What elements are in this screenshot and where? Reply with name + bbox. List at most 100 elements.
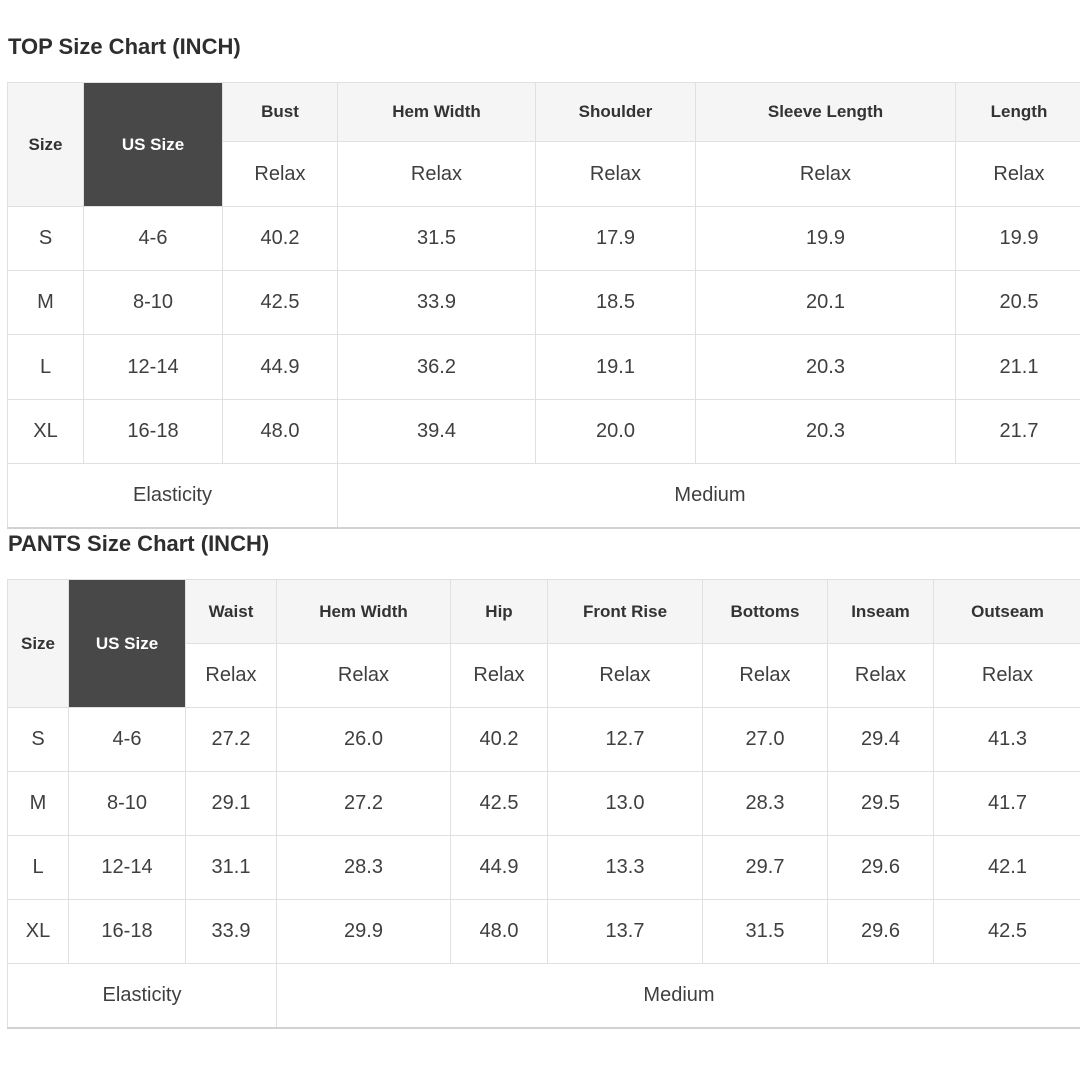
data-cell: 42.5 bbox=[933, 899, 1080, 964]
fit-cell: Relax bbox=[222, 141, 338, 207]
data-cell: 29.4 bbox=[827, 707, 934, 772]
size-cell: S bbox=[7, 707, 69, 772]
us-size-header-cell: US Size bbox=[83, 82, 223, 207]
data-cell: 31.5 bbox=[337, 206, 536, 271]
top-header-row: Size US Size Bust Hem Width Shoulder Sle… bbox=[7, 82, 1080, 207]
pants-header-row: Size US Size Waist Hem Width Hip Front R… bbox=[7, 579, 1080, 708]
us-size-cell: 12-14 bbox=[83, 334, 223, 400]
data-cell: 29.6 bbox=[827, 899, 934, 964]
size-header-cell: Size bbox=[7, 82, 84, 207]
data-cell: 12.7 bbox=[547, 707, 703, 772]
data-cell: 17.9 bbox=[535, 206, 696, 271]
table-row-s: S 4-6 27.2 26.0 40.2 12.7 27.0 29.4 41.3 bbox=[7, 707, 1080, 772]
pants-fit-row: Relax Relax Relax Relax Relax Relax Rela… bbox=[8, 643, 1080, 708]
data-cell: 20.5 bbox=[955, 270, 1080, 335]
column-header-hem-width: Hem Width bbox=[276, 579, 451, 644]
elasticity-label-cell: Elasticity bbox=[7, 963, 277, 1028]
data-cell: 33.9 bbox=[185, 899, 277, 964]
size-cell: M bbox=[7, 270, 84, 335]
data-cell: 39.4 bbox=[337, 399, 536, 464]
elasticity-label-cell: Elasticity bbox=[7, 463, 338, 528]
top-fit-row: Relax Relax Relax Relax Relax bbox=[8, 141, 1080, 207]
elasticity-value-cell: Medium bbox=[276, 963, 1080, 1028]
data-cell: 40.2 bbox=[222, 206, 338, 271]
pants-chart-title: PANTS Size Chart (INCH) bbox=[8, 531, 270, 556]
fit-cell: Relax bbox=[955, 141, 1080, 207]
data-cell: 31.5 bbox=[702, 899, 828, 964]
data-cell: 21.1 bbox=[955, 334, 1080, 400]
data-cell: 29.6 bbox=[827, 835, 934, 900]
data-cell: 29.1 bbox=[185, 771, 277, 836]
data-cell: 13.3 bbox=[547, 835, 703, 900]
table-row-m: M 8-10 42.5 33.9 18.5 20.1 20.5 bbox=[7, 270, 1080, 335]
data-cell: 33.9 bbox=[337, 270, 536, 335]
data-cell: 20.1 bbox=[695, 270, 956, 335]
column-header-bust: Bust bbox=[222, 82, 338, 142]
data-cell: 20.3 bbox=[695, 334, 956, 400]
data-cell: 19.1 bbox=[535, 334, 696, 400]
data-cell: 19.9 bbox=[695, 206, 956, 271]
column-header-inseam: Inseam bbox=[827, 579, 934, 644]
data-cell: 27.2 bbox=[276, 771, 451, 836]
data-cell: 26.0 bbox=[276, 707, 451, 772]
column-header-shoulder: Shoulder bbox=[535, 82, 696, 142]
us-size-header-cell: US Size bbox=[68, 579, 186, 708]
size-cell: S bbox=[7, 206, 84, 271]
size-cell: XL bbox=[7, 899, 69, 964]
data-cell: 20.0 bbox=[535, 399, 696, 464]
data-cell: 41.3 bbox=[933, 707, 1080, 772]
fit-cell: Relax bbox=[827, 643, 934, 708]
fit-cell: Relax bbox=[933, 643, 1080, 708]
size-cell: XL bbox=[7, 399, 84, 464]
data-cell: 13.0 bbox=[547, 771, 703, 836]
column-header-sleeve-length: Sleeve Length bbox=[695, 82, 956, 142]
table-row-l: L 12-14 31.1 28.3 44.9 13.3 29.7 29.6 42… bbox=[7, 835, 1080, 900]
elasticity-value-cell: Medium bbox=[337, 463, 1080, 528]
top-chart-title: TOP Size Chart (INCH) bbox=[8, 34, 241, 59]
data-cell: 21.7 bbox=[955, 399, 1080, 464]
top-size-chart-table: Size US Size Bust Hem Width Shoulder Sle… bbox=[7, 82, 1080, 529]
fit-cell: Relax bbox=[535, 141, 696, 207]
data-cell: 13.7 bbox=[547, 899, 703, 964]
data-cell: 31.1 bbox=[185, 835, 277, 900]
table-row-xl: XL 16-18 48.0 39.4 20.0 20.3 21.7 bbox=[7, 399, 1080, 464]
us-size-cell: 16-18 bbox=[68, 899, 186, 964]
data-cell: 36.2 bbox=[337, 334, 536, 400]
data-cell: 27.0 bbox=[702, 707, 828, 772]
fit-cell: Relax bbox=[702, 643, 828, 708]
data-cell: 19.9 bbox=[955, 206, 1080, 271]
data-cell: 40.2 bbox=[450, 707, 548, 772]
fit-cell: Relax bbox=[547, 643, 703, 708]
table-row-s: S 4-6 40.2 31.5 17.9 19.9 19.9 bbox=[7, 206, 1080, 271]
elasticity-row: Elasticity Medium bbox=[7, 463, 1080, 528]
column-header-length: Length bbox=[955, 82, 1080, 142]
data-cell: 42.5 bbox=[450, 771, 548, 836]
column-header-outseam: Outseam bbox=[933, 579, 1080, 644]
us-size-cell: 12-14 bbox=[68, 835, 186, 900]
data-cell: 48.0 bbox=[222, 399, 338, 464]
size-header-cell: Size bbox=[7, 579, 69, 708]
column-header-front-rise: Front Rise bbox=[547, 579, 703, 644]
fit-cell: Relax bbox=[185, 643, 277, 708]
us-size-cell: 8-10 bbox=[83, 270, 223, 335]
data-cell: 29.9 bbox=[276, 899, 451, 964]
us-size-cell: 4-6 bbox=[68, 707, 186, 772]
data-cell: 48.0 bbox=[450, 899, 548, 964]
table-row-xl: XL 16-18 33.9 29.9 48.0 13.7 31.5 29.6 4… bbox=[7, 899, 1080, 964]
data-cell: 29.5 bbox=[827, 771, 934, 836]
data-cell: 18.5 bbox=[535, 270, 696, 335]
size-cell: L bbox=[7, 334, 84, 400]
data-cell: 27.2 bbox=[185, 707, 277, 772]
data-cell: 42.5 bbox=[222, 270, 338, 335]
data-cell: 44.9 bbox=[222, 334, 338, 400]
fit-cell: Relax bbox=[450, 643, 548, 708]
data-cell: 44.9 bbox=[450, 835, 548, 900]
fit-cell: Relax bbox=[276, 643, 451, 708]
column-header-hip: Hip bbox=[450, 579, 548, 644]
us-size-cell: 16-18 bbox=[83, 399, 223, 464]
fit-cell: Relax bbox=[695, 141, 956, 207]
table-row-m: M 8-10 29.1 27.2 42.5 13.0 28.3 29.5 41.… bbox=[7, 771, 1080, 836]
size-cell: L bbox=[7, 835, 69, 900]
column-header-waist: Waist bbox=[185, 579, 277, 644]
